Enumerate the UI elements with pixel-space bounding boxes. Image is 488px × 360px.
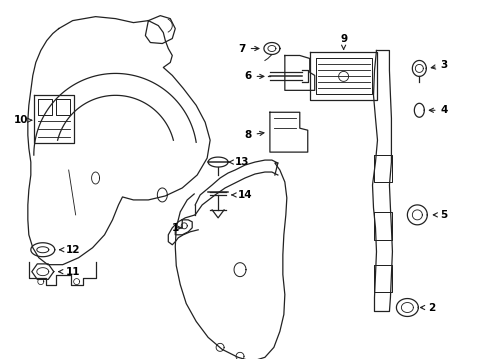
Text: 11: 11 xyxy=(59,267,80,276)
Text: 12: 12 xyxy=(60,245,80,255)
Text: 5: 5 xyxy=(432,210,447,220)
Text: 7: 7 xyxy=(238,44,258,54)
Text: 2: 2 xyxy=(420,302,434,312)
Text: 10: 10 xyxy=(14,115,32,125)
Text: 8: 8 xyxy=(244,130,264,140)
Text: 1: 1 xyxy=(171,223,182,233)
Text: 14: 14 xyxy=(231,190,252,200)
Text: 13: 13 xyxy=(228,157,249,167)
Text: 9: 9 xyxy=(339,33,346,49)
Text: 6: 6 xyxy=(244,71,264,81)
Text: 3: 3 xyxy=(430,60,447,71)
Text: 4: 4 xyxy=(428,105,447,115)
